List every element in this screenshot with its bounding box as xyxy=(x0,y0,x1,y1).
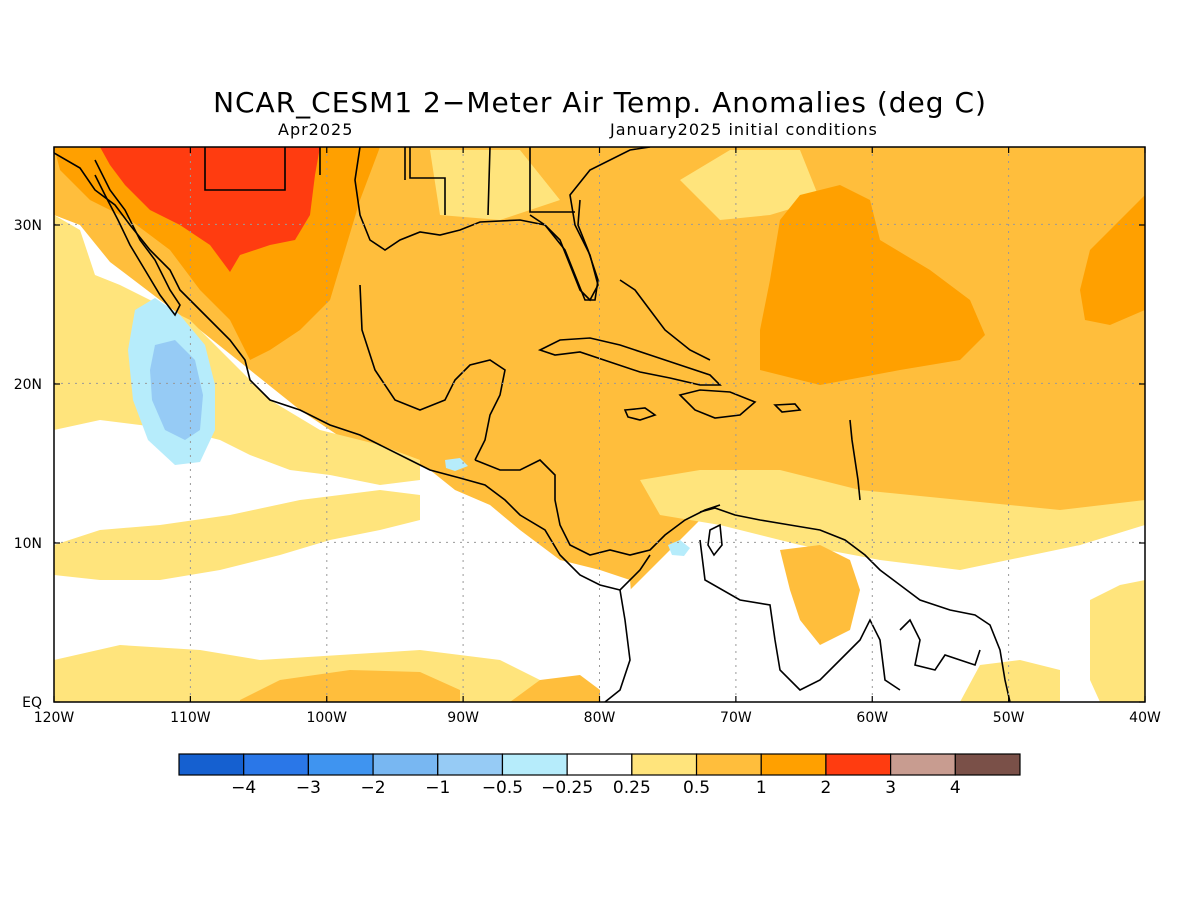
x-tick-label: 110W xyxy=(170,710,211,726)
x-axis-labels: 120W 110W 100W 90W 80W 70W 60W 50W 40W xyxy=(34,710,1161,726)
pacific-weak-band-south xyxy=(54,490,420,580)
colorbar-swatch xyxy=(825,753,892,776)
colorbar-swatch xyxy=(501,753,568,776)
puerto-rico xyxy=(773,403,802,413)
colorbar-labels: −4 −3 −2 −1 −0.5 −0.25 0.25 0.5 1 2 3 4 xyxy=(231,778,961,798)
southatlantic-weak-band xyxy=(1090,580,1145,702)
forecast-month: Apr2025 xyxy=(278,120,354,139)
pacific-moderate-patch xyxy=(240,670,460,702)
colombia-ecuador-border xyxy=(604,589,631,702)
colorbar-swatch xyxy=(631,753,698,776)
colorbar-swatch xyxy=(243,753,309,776)
florida xyxy=(529,199,599,301)
x-tick-label: 120W xyxy=(34,710,75,726)
colorbar-swatch xyxy=(372,753,439,776)
colorbar-swatch xyxy=(954,753,1021,776)
colorbar-label: −0.25 xyxy=(541,778,593,798)
central-america-caribbean-coast xyxy=(474,459,721,556)
x-tick-label: 90W xyxy=(447,710,479,726)
yucatan-coast xyxy=(359,284,506,461)
caribbean-weak-band xyxy=(640,470,1145,570)
colorbar xyxy=(178,753,1021,776)
honduras-cool-spot xyxy=(445,458,468,471)
pacific-cold-core xyxy=(150,340,203,440)
colombia-cool-spot xyxy=(668,540,690,556)
lake-maracaibo xyxy=(707,523,723,557)
y-axis-labels: EQ 10N 20N 30N xyxy=(14,218,42,711)
coastlines xyxy=(54,147,1011,702)
panama-moderate-patch xyxy=(510,675,600,702)
anomaly-fields xyxy=(54,147,1145,702)
south-america-north-coast xyxy=(699,507,1011,702)
gridlines xyxy=(54,147,1145,702)
guiana-weak-band xyxy=(960,660,1060,702)
x-tick-label: 80W xyxy=(584,710,616,726)
colorbar-swatch xyxy=(760,753,827,776)
y-tick-label: EQ xyxy=(22,695,42,711)
colorbar-swatch xyxy=(307,753,374,776)
amazon-moderate-patch xyxy=(780,545,860,645)
y-tick-label: 30N xyxy=(14,218,42,234)
baja-california xyxy=(94,159,181,317)
colorbar-swatch xyxy=(437,753,504,776)
colorbar-label: 3 xyxy=(885,778,896,798)
us-state-lines xyxy=(204,147,575,216)
colorbar-label: −3 xyxy=(296,778,321,798)
atlantic-warm-region xyxy=(760,185,985,385)
colorbar-label: −1 xyxy=(425,778,450,798)
colorbar-label: 1 xyxy=(756,778,767,798)
mexico-pacific-coast xyxy=(54,152,651,591)
colorbar-label: −0.5 xyxy=(482,778,523,798)
x-tick-label: 70W xyxy=(720,710,752,726)
colorbar-label: 0.25 xyxy=(613,778,651,798)
cuba xyxy=(537,337,722,386)
initial-conditions-label: January2025 initial conditions xyxy=(610,120,878,139)
colorbar-label: 4 xyxy=(950,778,961,798)
guiana-borders xyxy=(899,618,981,671)
atlantic-weak-band xyxy=(680,150,820,220)
colorbar-swatch xyxy=(890,753,956,776)
venezuela-colombia-border xyxy=(699,539,901,691)
colorbar-swatch xyxy=(178,753,245,776)
colorbar-label: 2 xyxy=(821,778,832,798)
jamaica xyxy=(623,407,657,421)
y-tick-label: 20N xyxy=(14,377,42,393)
colorbar-swatch xyxy=(695,753,762,776)
map-title: NCAR_CESM1 2−Meter Air Temp. Anomalies (… xyxy=(213,86,987,119)
y-tick-label: 10N xyxy=(14,536,42,552)
x-tick-label: 60W xyxy=(856,710,888,726)
colorbar-label: −4 xyxy=(231,778,256,798)
hispaniola xyxy=(678,389,757,419)
x-tick-label: 50W xyxy=(993,710,1025,726)
eastatlantic-warm-region xyxy=(1080,195,1145,325)
gulf-coast-weak-band xyxy=(430,150,560,220)
colorbar-swatch xyxy=(566,753,633,776)
x-tick-label: 100W xyxy=(306,710,347,726)
x-tick-label: 40W xyxy=(1129,710,1161,726)
northmexico-hot-region xyxy=(100,147,320,272)
bahamas xyxy=(619,279,711,361)
colorbar-label: −2 xyxy=(361,778,386,798)
axis-ticks xyxy=(53,147,1146,703)
colorbar-label: 0.5 xyxy=(683,778,710,798)
lesser-antilles xyxy=(849,419,861,501)
